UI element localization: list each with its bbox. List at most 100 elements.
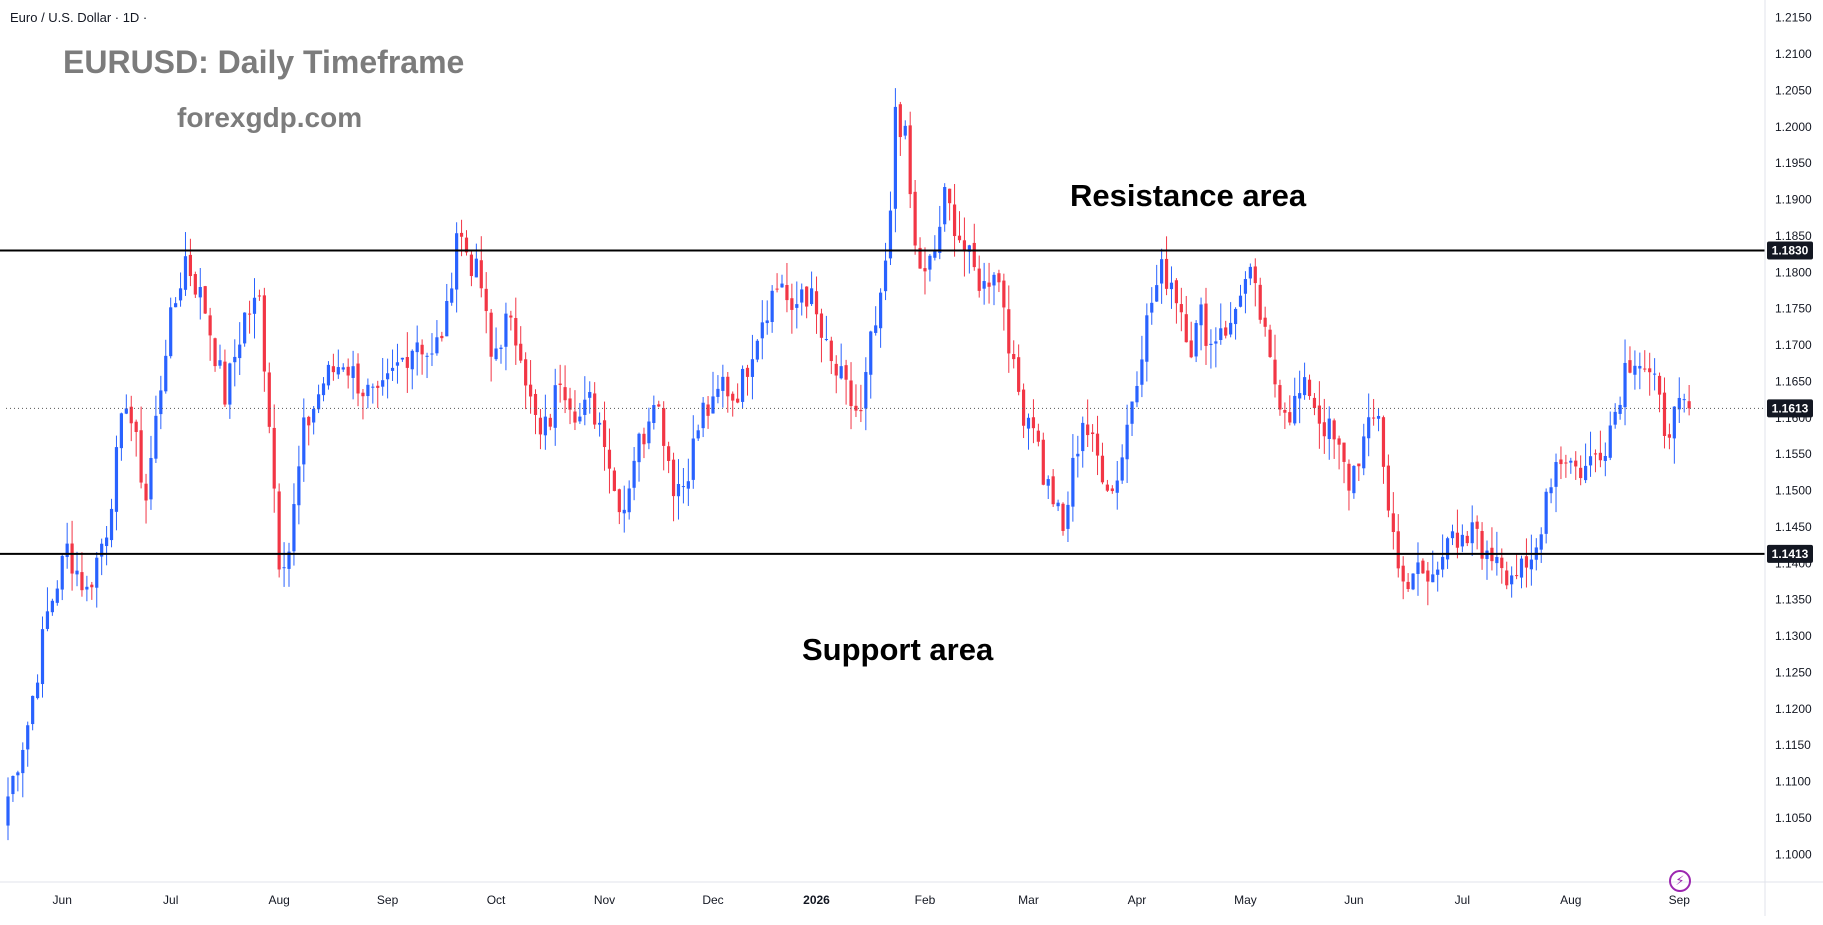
candle-body bbox=[888, 210, 893, 259]
candle-body bbox=[1184, 314, 1188, 343]
candle-body bbox=[1401, 565, 1405, 582]
x-tick-label: Feb bbox=[915, 893, 936, 907]
candle-body bbox=[696, 430, 700, 439]
candle-body bbox=[386, 373, 390, 380]
candle-body bbox=[1603, 456, 1607, 461]
candle-body bbox=[1007, 309, 1011, 354]
candle-body bbox=[1021, 389, 1026, 426]
symbol-label[interactable]: Euro / U.S. Dollar · 1D · bbox=[10, 10, 148, 25]
candle-body bbox=[105, 537, 109, 547]
candle-body bbox=[1687, 401, 1691, 409]
y-tick-label: 1.2150 bbox=[1775, 11, 1812, 25]
candle-body bbox=[731, 393, 735, 401]
candle-body bbox=[1682, 399, 1686, 401]
candle-body bbox=[415, 342, 419, 353]
candle-body bbox=[1352, 465, 1356, 494]
lightning-icon[interactable]: ⚡ bbox=[1669, 870, 1691, 892]
candle-body bbox=[1224, 327, 1228, 336]
candle-body bbox=[1391, 513, 1395, 533]
candle-body bbox=[642, 433, 646, 445]
candle-body bbox=[1672, 406, 1676, 439]
candle-body bbox=[65, 543, 69, 558]
candle-body bbox=[247, 313, 252, 315]
candle-body bbox=[26, 725, 30, 750]
candle-body bbox=[987, 282, 991, 287]
candle-body bbox=[809, 288, 814, 305]
candle-body bbox=[1214, 341, 1218, 344]
candle-body bbox=[923, 268, 927, 272]
x-tick-label: Jun bbox=[1344, 893, 1363, 907]
support-badge bbox=[1767, 544, 1813, 563]
candle-body bbox=[21, 749, 25, 774]
candle-body bbox=[1574, 460, 1578, 467]
candle-body bbox=[859, 410, 863, 412]
candle-body bbox=[188, 254, 193, 277]
candle-body bbox=[1613, 411, 1617, 425]
candle-body bbox=[775, 288, 779, 290]
candle-body bbox=[1110, 488, 1114, 492]
candle-body bbox=[869, 331, 873, 375]
candle-body bbox=[70, 543, 74, 574]
candle-body bbox=[1608, 425, 1612, 458]
candle-body bbox=[1026, 417, 1031, 429]
candle-body bbox=[1426, 570, 1430, 582]
candle-body bbox=[193, 274, 197, 295]
candle-body bbox=[459, 232, 464, 237]
candle-body bbox=[1524, 556, 1529, 568]
candle-body bbox=[864, 372, 868, 409]
candle-body bbox=[75, 570, 79, 575]
candle-body bbox=[524, 359, 528, 386]
candle-body bbox=[144, 483, 148, 501]
candle-body bbox=[706, 404, 710, 416]
candle-body bbox=[1386, 465, 1390, 511]
candle-body bbox=[948, 188, 952, 204]
candle-body bbox=[85, 586, 89, 590]
candle-body bbox=[721, 376, 725, 391]
candle-body bbox=[676, 484, 681, 497]
candle-body bbox=[11, 775, 15, 795]
candle-body bbox=[548, 417, 552, 427]
candle-body bbox=[1263, 317, 1267, 327]
candle-body bbox=[972, 242, 976, 268]
candle-body bbox=[100, 543, 104, 557]
candle-body bbox=[637, 433, 641, 463]
candle-body bbox=[1317, 405, 1321, 424]
candle-body bbox=[326, 364, 331, 386]
x-tick-label: Aug bbox=[268, 893, 289, 907]
candle-body bbox=[346, 366, 350, 376]
candle-body bbox=[1505, 570, 1509, 586]
y-tick-label: 1.1100 bbox=[1775, 775, 1811, 789]
candle-body bbox=[1189, 340, 1193, 358]
candle-body bbox=[60, 555, 64, 590]
candle-body bbox=[1091, 432, 1095, 435]
candle-body bbox=[1500, 557, 1504, 569]
candle-body bbox=[1155, 285, 1159, 302]
candle-body bbox=[671, 459, 676, 497]
x-tick-label: Jul bbox=[1455, 893, 1470, 907]
candle-body bbox=[1657, 375, 1662, 395]
candle-body bbox=[691, 438, 695, 480]
candle-body bbox=[667, 446, 671, 461]
candle-body bbox=[474, 258, 478, 278]
candle-body bbox=[1406, 581, 1410, 590]
candle-body bbox=[198, 287, 202, 298]
candle-body bbox=[795, 304, 799, 308]
candle-body bbox=[55, 588, 59, 603]
y-tick-label: 1.2050 bbox=[1775, 83, 1812, 97]
candle-body bbox=[316, 394, 321, 410]
candle-body bbox=[805, 286, 809, 307]
candle-body bbox=[1174, 280, 1179, 304]
candle-body bbox=[321, 383, 326, 396]
candle-body bbox=[617, 489, 621, 513]
candle-body bbox=[1450, 531, 1455, 539]
candle-body bbox=[90, 584, 94, 588]
candle-body bbox=[154, 415, 158, 459]
candle-body bbox=[223, 361, 227, 405]
candle-body bbox=[1017, 357, 1021, 392]
candle-body bbox=[1120, 457, 1124, 481]
candle-body bbox=[1056, 502, 1060, 507]
candle-body bbox=[341, 367, 345, 370]
candle-body bbox=[1559, 459, 1563, 465]
candle-body bbox=[918, 247, 922, 269]
